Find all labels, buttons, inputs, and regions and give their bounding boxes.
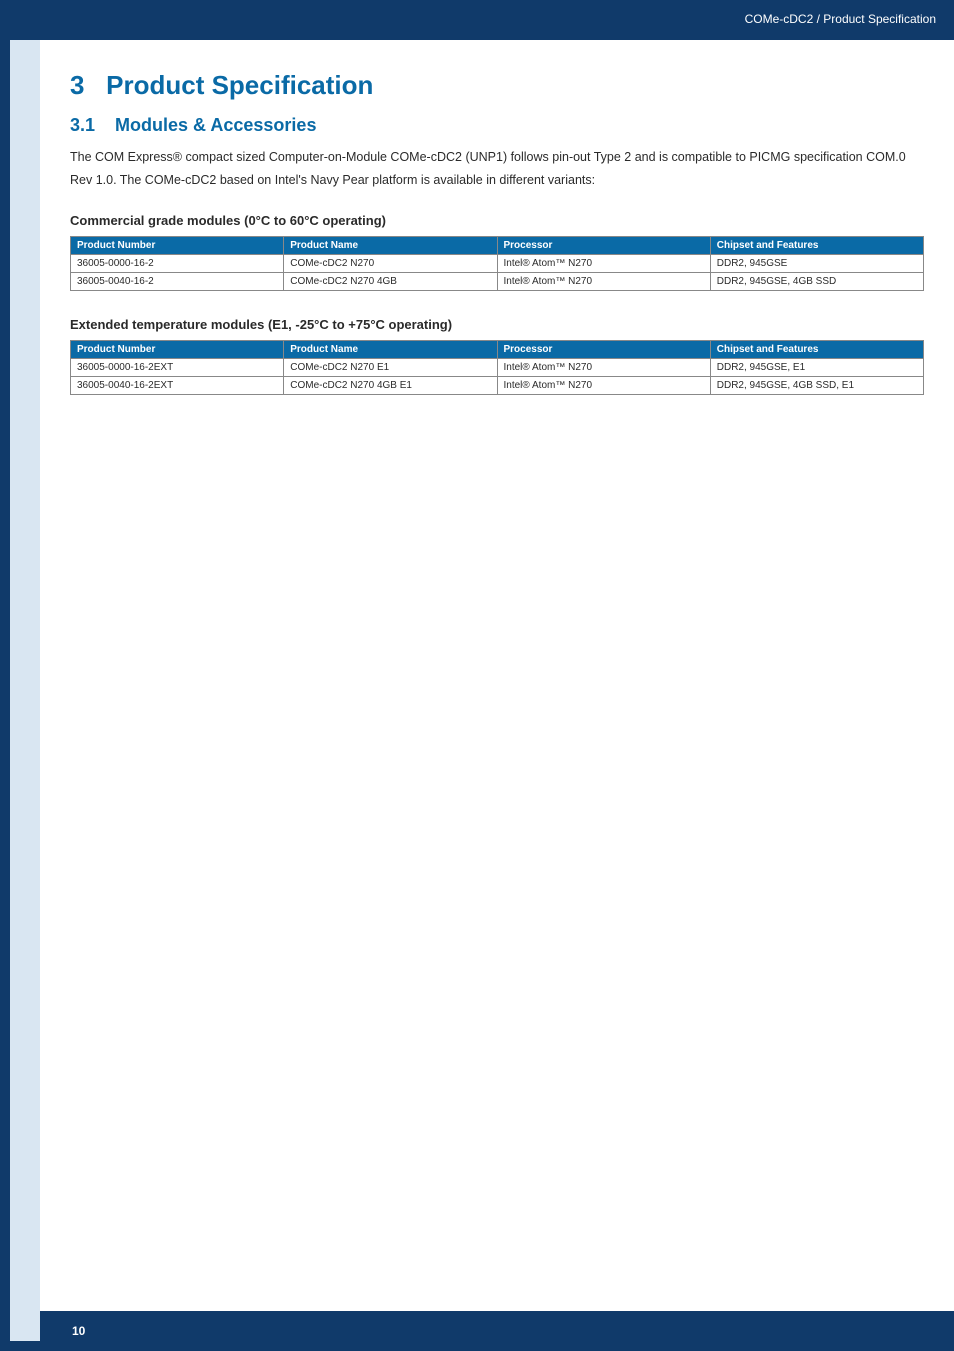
cell-product-name: COMe-cDC2 N270 E1: [284, 359, 497, 377]
subsection-heading: 3.1 Modules & Accessories: [70, 115, 924, 136]
table-row: 36005-0000-16-2EXT COMe-cDC2 N270 E1 Int…: [71, 359, 924, 377]
table-row: 36005-0040-16-2EXT COMe-cDC2 N270 4GB E1…: [71, 377, 924, 395]
cell-product-number: 36005-0040-16-2EXT: [71, 377, 284, 395]
subsection-title: Modules & Accessories: [115, 115, 316, 135]
subsection-number: 3.1: [70, 115, 95, 135]
breadcrumb: COMe-cDC2 / Product Specification: [745, 12, 936, 26]
cell-product-number: 36005-0000-16-2EXT: [71, 359, 284, 377]
page-content: 3 Product Specification 3.1 Modules & Ac…: [70, 70, 924, 421]
section-title: Product Specification: [106, 70, 373, 100]
cell-processor: Intel® Atom™ N270: [497, 359, 710, 377]
col-processor: Processor: [497, 237, 710, 255]
commercial-modules-table: Product Number Product Name Processor Ch…: [70, 236, 924, 291]
intro-paragraph: The COM Express® compact sized Computer-…: [70, 146, 924, 191]
table-header-row: Product Number Product Name Processor Ch…: [71, 341, 924, 359]
cell-product-name: COMe-cDC2 N270 4GB: [284, 273, 497, 291]
section-number: 3: [70, 70, 84, 100]
cell-product-name: COMe-cDC2 N270 4GB E1: [284, 377, 497, 395]
col-product-number: Product Number: [71, 237, 284, 255]
table-row: 36005-0000-16-2 COMe-cDC2 N270 Intel® At…: [71, 255, 924, 273]
cell-product-number: 36005-0040-16-2: [71, 273, 284, 291]
col-product-name: Product Name: [284, 237, 497, 255]
footer-band: [40, 1311, 954, 1351]
cell-features: DDR2, 945GSE, E1: [710, 359, 923, 377]
top-header-band: COMe-cDC2 / Product Specification: [0, 0, 954, 40]
cell-processor: Intel® Atom™ N270: [497, 273, 710, 291]
cell-features: DDR2, 945GSE, 4GB SSD: [710, 273, 923, 291]
col-product-name: Product Name: [284, 341, 497, 359]
cell-product-number: 36005-0000-16-2: [71, 255, 284, 273]
table-row: 36005-0040-16-2 COMe-cDC2 N270 4GB Intel…: [71, 273, 924, 291]
cell-processor: Intel® Atom™ N270: [497, 255, 710, 273]
cell-product-name: COMe-cDC2 N270: [284, 255, 497, 273]
extended-modules-heading: Extended temperature modules (E1, -25°C …: [70, 317, 924, 332]
commercial-modules-heading: Commercial grade modules (0°C to 60°C op…: [70, 213, 924, 228]
cell-processor: Intel® Atom™ N270: [497, 377, 710, 395]
table-header-row: Product Number Product Name Processor Ch…: [71, 237, 924, 255]
col-chipset-features: Chipset and Features: [710, 341, 923, 359]
col-product-number: Product Number: [71, 341, 284, 359]
cell-features: DDR2, 945GSE, 4GB SSD, E1: [710, 377, 923, 395]
page-number: 10: [72, 1324, 85, 1338]
section-heading: 3 Product Specification: [70, 70, 924, 101]
extended-modules-table: Product Number Product Name Processor Ch…: [70, 340, 924, 395]
cell-features: DDR2, 945GSE: [710, 255, 923, 273]
col-processor: Processor: [497, 341, 710, 359]
col-chipset-features: Chipset and Features: [710, 237, 923, 255]
left-margin-inner-band: [10, 10, 40, 1341]
